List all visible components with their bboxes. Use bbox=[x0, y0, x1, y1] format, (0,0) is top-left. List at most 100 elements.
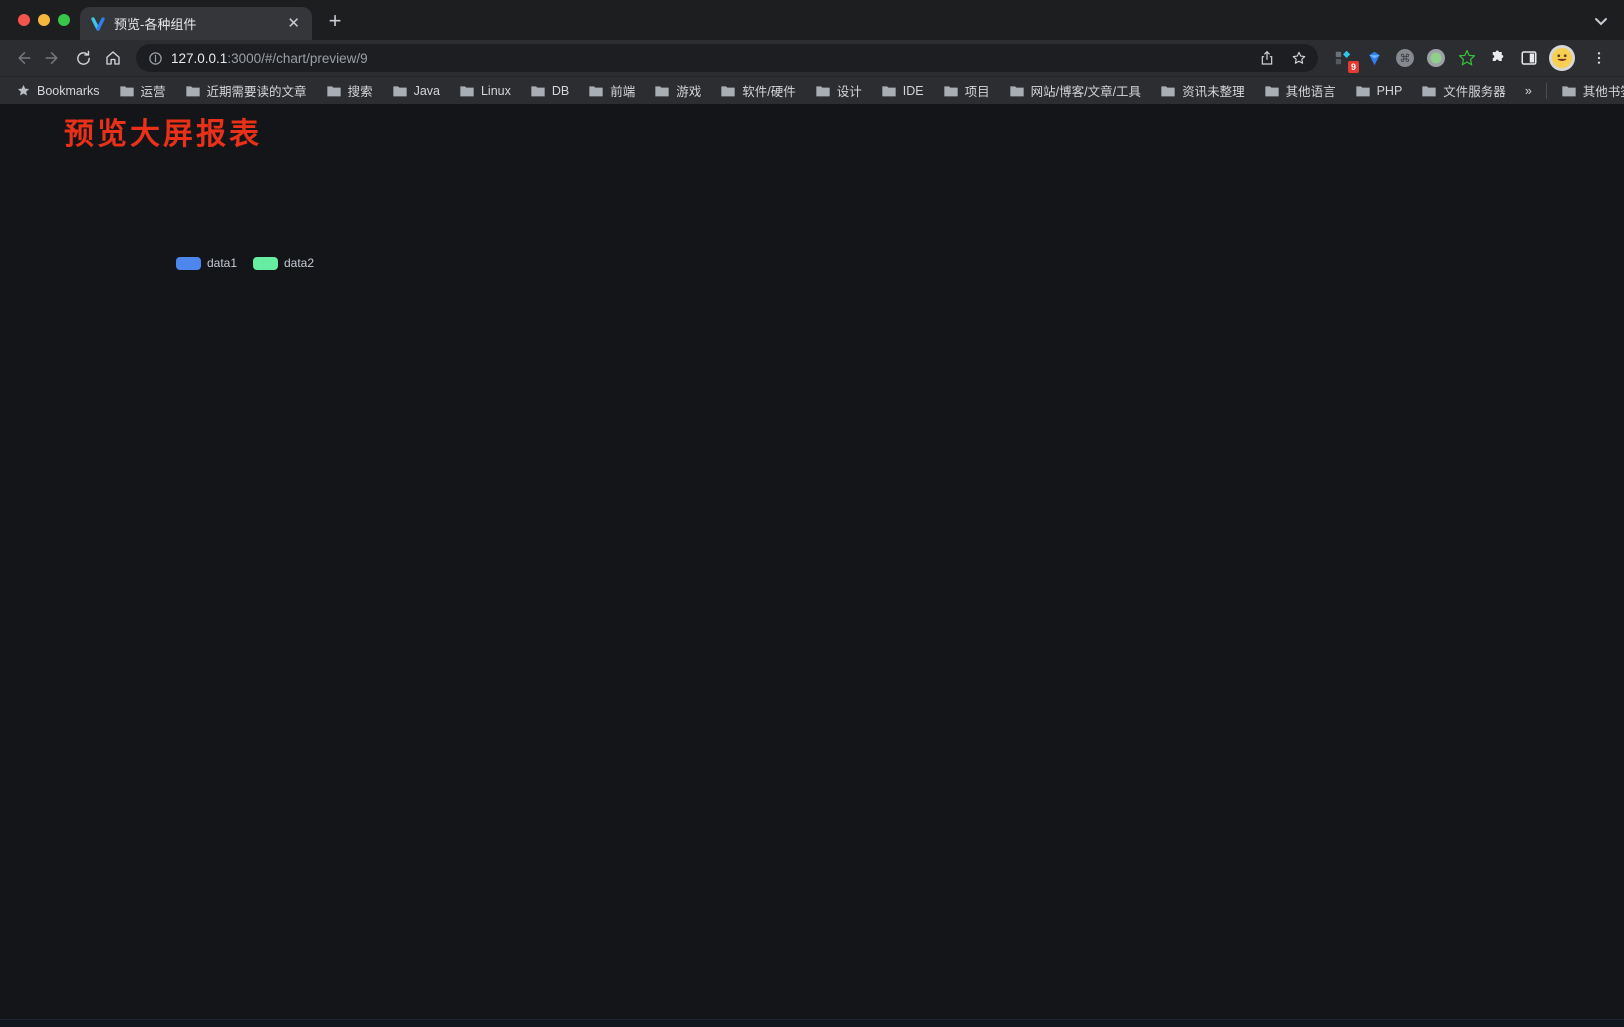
address-bar[interactable]: 127.0.0.1:3000/#/chart/preview/9 bbox=[136, 44, 1318, 72]
reload-button[interactable] bbox=[68, 43, 98, 73]
bookmark-star-button[interactable] bbox=[1284, 43, 1314, 73]
folder-icon bbox=[816, 85, 830, 96]
bookmark-folder[interactable]: 运营 bbox=[119, 81, 166, 100]
bookmarks-bar: Bookmarks 运营 近期需要读的文章 搜索 Java Linux DB 前端 游戏 软件/… bbox=[0, 76, 1624, 104]
bookmark-folder-label: 资讯未整理 bbox=[1182, 85, 1245, 99]
bookmark-folder[interactable]: 软件/硬件 bbox=[720, 81, 796, 100]
legend-label: data2 bbox=[284, 256, 315, 270]
extension-command-button[interactable]: ⌘ bbox=[1394, 47, 1416, 69]
share-button[interactable] bbox=[1252, 43, 1282, 73]
bookmark-folder[interactable]: 设计 bbox=[815, 81, 862, 100]
bookmark-folder-label: 设计 bbox=[836, 85, 862, 99]
bookmark-folder-label: 文件服务器 bbox=[1443, 85, 1506, 99]
bookmark-folder-label: 运营 bbox=[140, 85, 166, 99]
bookmark-folder[interactable]: 项目 bbox=[943, 81, 990, 100]
bookmark-folder-label: 网站/博客/文章/工具 bbox=[1030, 85, 1142, 99]
site-favicon-icon bbox=[90, 16, 106, 32]
bookmarks-right-group: » 其他书签 bbox=[1525, 81, 1624, 100]
site-info-icon[interactable] bbox=[148, 51, 163, 66]
bookmarks-label: Bookmarks bbox=[37, 83, 100, 98]
bookmark-folder[interactable]: 近期需要读的文章 bbox=[185, 81, 307, 100]
svg-text:⌘: ⌘ bbox=[1400, 53, 1411, 65]
folder-icon bbox=[185, 85, 200, 96]
folder-icon bbox=[1009, 85, 1024, 96]
extensions-row: 9 ⌘ bbox=[1326, 43, 1616, 73]
window-close-button[interactable] bbox=[18, 14, 30, 26]
profile-avatar-button[interactable] bbox=[1549, 45, 1575, 71]
bookmark-folder[interactable]: 资讯未整理 bbox=[1160, 81, 1245, 100]
bookmark-folder[interactable]: Java bbox=[392, 84, 440, 98]
legend-item-data1[interactable]: data1 bbox=[175, 256, 237, 270]
bookmark-folder-label: PHP bbox=[1376, 83, 1403, 98]
bookmark-folder-label: 软件/硬件 bbox=[742, 85, 796, 99]
bookmark-folder-label: 近期需要读的文章 bbox=[206, 85, 307, 99]
menu-kebab-button[interactable] bbox=[1584, 43, 1614, 73]
tab-close-icon[interactable]: ✕ bbox=[287, 15, 300, 32]
folder-icon bbox=[326, 85, 341, 96]
legend-swatch bbox=[175, 256, 201, 270]
extension-badge: 9 bbox=[1347, 61, 1359, 73]
folder-icon bbox=[943, 85, 958, 96]
window-minimize-button[interactable] bbox=[38, 14, 50, 26]
extensions-puzzle-button[interactable] bbox=[1487, 47, 1509, 69]
grouped-bar-canvas[interactable] bbox=[45, 252, 445, 470]
bookmark-folder[interactable]: 文件服务器 bbox=[1421, 81, 1506, 100]
legend-swatch bbox=[253, 256, 278, 270]
bookmark-folder-list: 运营 近期需要读的文章 搜索 Java Linux DB 前端 游戏 软件/硬件 设计 IDE 项目 网… bbox=[119, 81, 1506, 100]
browser-toolbar: 127.0.0.1:3000/#/chart/preview/9 9 ⌘ bbox=[0, 40, 1624, 76]
bookmark-folder-label: 游戏 bbox=[676, 85, 702, 99]
extension-grid-button[interactable]: 9 bbox=[1332, 47, 1359, 73]
window-zoom-button[interactable] bbox=[58, 14, 70, 26]
legend-label: data1 bbox=[206, 256, 237, 270]
new-tab-button[interactable]: + bbox=[328, 8, 342, 33]
bookmarks-manager-item[interactable]: Bookmarks bbox=[16, 83, 100, 98]
back-button[interactable] bbox=[8, 43, 38, 73]
url-text: 127.0.0.1:3000/#/chart/preview/9 bbox=[171, 50, 368, 66]
chart-legend: data1 data2 bbox=[45, 256, 445, 270]
bookmark-folder[interactable]: DB bbox=[530, 84, 569, 98]
traffic-lights bbox=[18, 14, 70, 26]
folder-icon bbox=[1355, 85, 1370, 96]
extension-dot-button[interactable] bbox=[1425, 47, 1447, 69]
folder-icon bbox=[882, 85, 896, 96]
legend-item-data2[interactable]: data2 bbox=[253, 256, 314, 270]
bookmark-folder-label: DB bbox=[551, 83, 570, 98]
chart-grouped-bar: data1 data2 bbox=[45, 252, 445, 470]
folder-icon bbox=[1422, 85, 1436, 96]
bookmarks-overflow-chevron[interactable]: » bbox=[1524, 83, 1532, 98]
folder-icon bbox=[392, 85, 407, 96]
forward-button[interactable] bbox=[38, 43, 68, 73]
bookmark-folder[interactable]: 其他语言 bbox=[1264, 81, 1336, 100]
bookmark-folder[interactable]: Linux bbox=[459, 84, 511, 98]
bookmark-folder[interactable]: PHP bbox=[1355, 83, 1403, 98]
folder-icon bbox=[531, 85, 545, 96]
tab-title: 预览-各种组件 bbox=[114, 17, 197, 32]
folder-icon bbox=[655, 85, 669, 96]
footer-strip bbox=[0, 1019, 1624, 1027]
tab-strip: 预览-各种组件 ✕ + bbox=[0, 0, 1624, 40]
bookmark-folder[interactable]: 网站/博客/文章/工具 bbox=[1009, 81, 1141, 100]
page-content: 预览大屏报表 data1 data2 bbox=[0, 104, 1624, 1027]
other-bookmarks-folder[interactable]: 其他书签 bbox=[1561, 81, 1624, 100]
folder-icon bbox=[460, 85, 474, 96]
bookmark-folder[interactable]: IDE bbox=[881, 84, 924, 98]
bookmark-folder[interactable]: 前端 bbox=[588, 81, 635, 100]
extension-star-button[interactable] bbox=[1456, 47, 1478, 69]
bookmark-folder[interactable]: 搜索 bbox=[326, 81, 373, 100]
bookmark-folder-label: 前端 bbox=[610, 85, 636, 99]
bookmark-folder-label: 其他语言 bbox=[1285, 85, 1336, 99]
home-button[interactable] bbox=[98, 43, 128, 73]
folder-icon bbox=[119, 85, 134, 96]
bookmark-folder-label: 搜索 bbox=[347, 85, 373, 99]
extension-gem-button[interactable] bbox=[1363, 47, 1385, 69]
folder-icon bbox=[589, 85, 603, 96]
tab-search-chevron-icon[interactable] bbox=[1594, 14, 1608, 32]
bookmark-folder-label: Java bbox=[413, 83, 440, 98]
browser-tab[interactable]: 预览-各种组件 ✕ bbox=[80, 7, 312, 40]
page-title: 预览大屏报表 bbox=[64, 118, 262, 151]
side-panel-button[interactable] bbox=[1518, 47, 1540, 69]
folder-icon bbox=[1264, 85, 1279, 96]
folder-icon bbox=[721, 85, 735, 96]
bookmark-folder[interactable]: 游戏 bbox=[654, 81, 701, 100]
